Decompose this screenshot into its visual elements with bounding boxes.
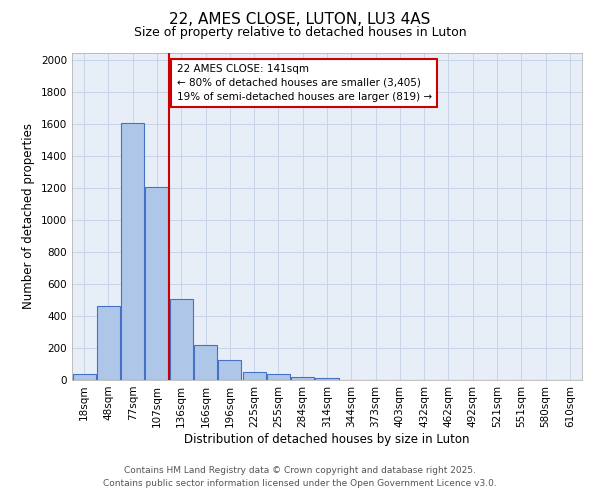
Bar — [170, 298, 193, 380]
Bar — [121, 123, 144, 380]
Bar — [242, 372, 266, 380]
Bar — [291, 377, 314, 380]
Y-axis label: Number of detached properties: Number of detached properties — [22, 123, 35, 309]
Bar — [97, 306, 120, 380]
Text: Contains HM Land Registry data © Crown copyright and database right 2025.
Contai: Contains HM Land Registry data © Crown c… — [103, 466, 497, 487]
Bar — [194, 345, 217, 380]
Bar — [145, 186, 169, 380]
Bar — [73, 374, 95, 380]
Bar — [316, 378, 338, 380]
Text: Size of property relative to detached houses in Luton: Size of property relative to detached ho… — [134, 26, 466, 39]
X-axis label: Distribution of detached houses by size in Luton: Distribution of detached houses by size … — [184, 432, 470, 446]
Text: 22 AMES CLOSE: 141sqm
← 80% of detached houses are smaller (3,405)
19% of semi-d: 22 AMES CLOSE: 141sqm ← 80% of detached … — [176, 64, 431, 102]
Bar — [218, 360, 241, 380]
Bar — [267, 374, 290, 380]
Text: 22, AMES CLOSE, LUTON, LU3 4AS: 22, AMES CLOSE, LUTON, LU3 4AS — [169, 12, 431, 28]
